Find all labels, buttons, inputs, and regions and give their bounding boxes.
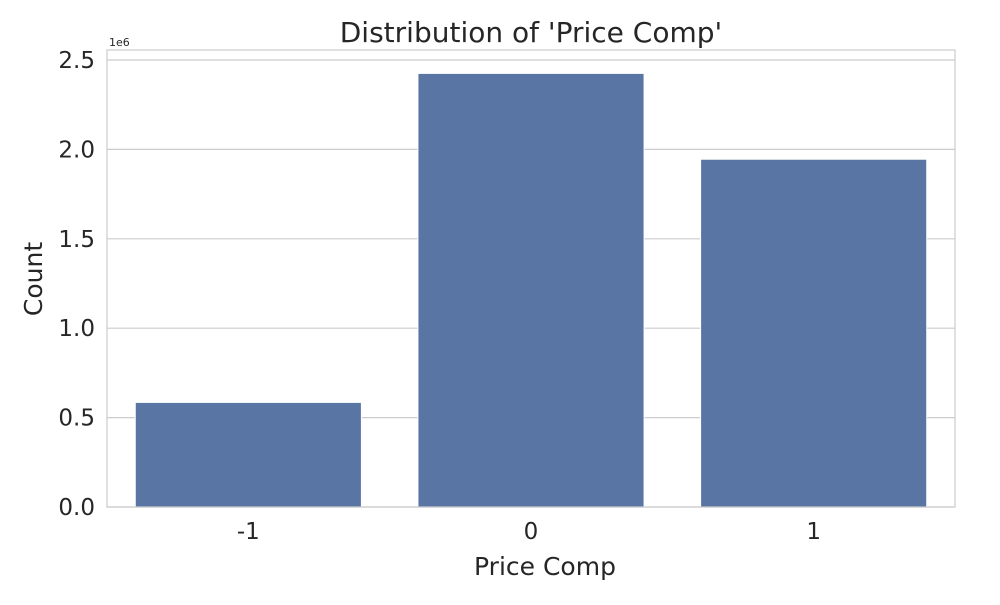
bar-1	[700, 158, 928, 508]
y-axis-scale-label: 1e6	[109, 36, 130, 49]
y-tick-label: 2.5	[58, 48, 95, 74]
x-tick-label: 0	[524, 519, 539, 545]
y-axis-ticks: 0.0 0.5 1.0 1.5 2.0 2.5	[58, 48, 95, 521]
y-tick-label: 1.5	[58, 227, 95, 253]
plot-frame	[106, 49, 956, 508]
x-tick-label: 1	[806, 519, 821, 545]
y-tick-label: 0.5	[58, 406, 95, 432]
bar-0	[417, 72, 645, 508]
chart-title: Distribution of 'Price Comp'	[340, 16, 722, 49]
bar--1	[134, 401, 362, 508]
x-axis-label: Price Comp	[474, 552, 616, 581]
y-tick-label: 1.0	[58, 316, 95, 342]
x-tick-label: -1	[237, 519, 260, 545]
x-axis-ticks: -1 0 1	[237, 519, 821, 545]
y-tick-label: 2.0	[58, 137, 95, 163]
y-tick-label: 0.0	[58, 495, 95, 521]
bars	[134, 72, 928, 508]
y-axis-label: Count	[19, 242, 48, 316]
